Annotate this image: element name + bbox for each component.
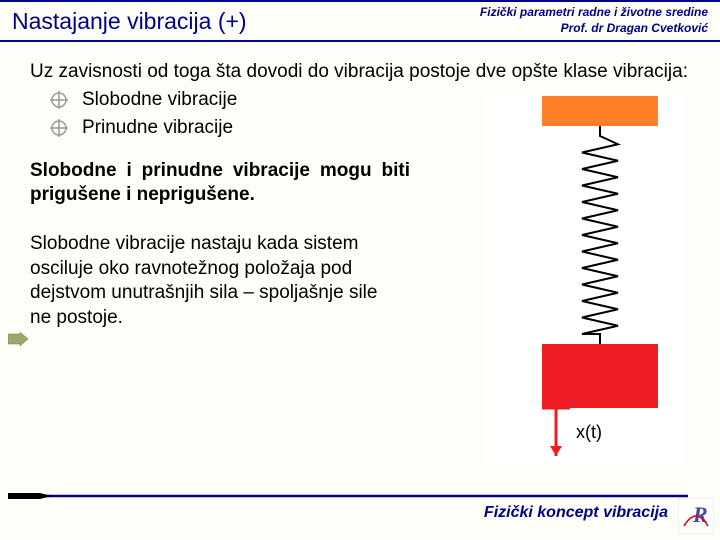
bullet-label-2: Prinudne vibracije <box>82 117 233 139</box>
subtitle-line1: Fizički parametri radne i životne sredin… <box>480 5 708 21</box>
footer-divider <box>8 488 688 496</box>
spring-mass-diagram: x(t) <box>486 96 686 466</box>
crosshair-icon <box>50 91 68 109</box>
logo-icon: R <box>678 498 714 534</box>
footer-text: Fizički koncept vibracija <box>484 504 668 522</box>
bold-paragraph: Slobodne i prinudne vibracije mogu biti … <box>30 159 410 208</box>
intro-text: Uz zavisnosti od toga šta dovodi do vibr… <box>30 60 690 85</box>
arrow-bullet-icon <box>8 332 28 351</box>
slide: Nastajanje vibracija (+) Fizički paramet… <box>0 0 720 540</box>
crosshair-icon <box>50 119 68 137</box>
body-paragraph: Slobodne vibracije nastaju kada sistem o… <box>30 232 400 331</box>
slide-subtitle: Fizički parametri radne i životne sredin… <box>480 5 720 36</box>
svg-text:x(t): x(t) <box>576 422 602 442</box>
bullet-label-1: Slobodne vibracije <box>82 89 237 111</box>
subtitle-line2: Prof. dr Dragan Cvetković <box>480 21 708 37</box>
slide-header: Nastajanje vibracija (+) Fizički paramet… <box>0 0 720 42</box>
slide-title: Nastajanje vibracija (+) <box>0 8 480 35</box>
